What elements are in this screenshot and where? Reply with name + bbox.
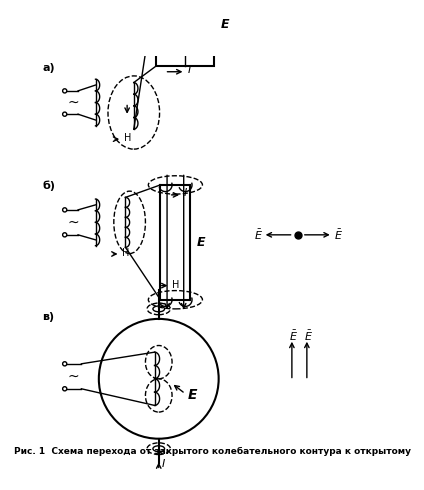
Text: $\bar{E}$: $\bar{E}$ bbox=[254, 228, 263, 242]
Text: ~: ~ bbox=[67, 369, 79, 383]
Text: I: I bbox=[184, 188, 187, 198]
Text: ~: ~ bbox=[67, 96, 79, 110]
Text: I: I bbox=[162, 459, 165, 468]
Text: ~: ~ bbox=[67, 215, 79, 229]
Text: Рис. 1  Схема перехода от закрытого колебательного контура к открытому: Рис. 1 Схема перехода от закрытого колеб… bbox=[14, 447, 410, 456]
Text: в): в) bbox=[42, 312, 54, 322]
Text: а): а) bbox=[42, 63, 55, 73]
Text: E: E bbox=[197, 236, 206, 249]
Text: б): б) bbox=[42, 181, 55, 191]
Text: I: I bbox=[188, 65, 191, 75]
Text: H: H bbox=[124, 133, 131, 143]
Bar bbox=[156, 0, 215, 66]
Text: $\bar{E}$: $\bar{E}$ bbox=[290, 329, 298, 343]
Text: E: E bbox=[188, 389, 197, 402]
Text: H: H bbox=[172, 280, 179, 290]
Text: $\bar{E}$: $\bar{E}$ bbox=[334, 228, 343, 242]
Text: E: E bbox=[221, 18, 230, 31]
Text: H: H bbox=[122, 248, 129, 258]
Text: $\bar{E}$: $\bar{E}$ bbox=[304, 329, 313, 343]
